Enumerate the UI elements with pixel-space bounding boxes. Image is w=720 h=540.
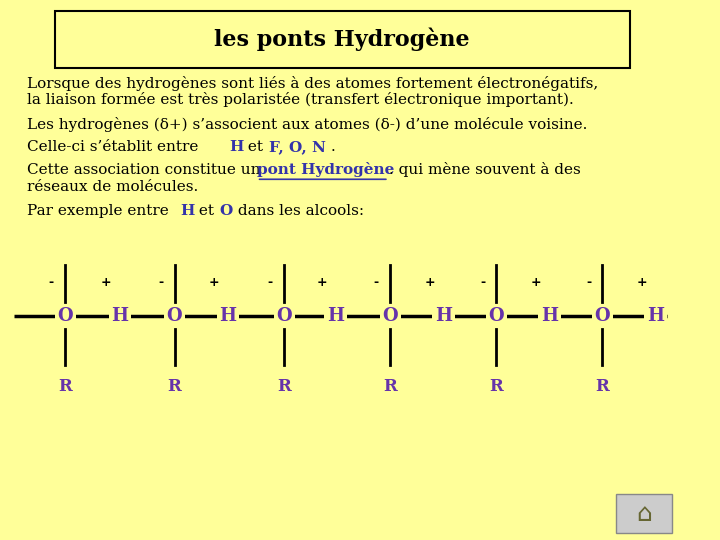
Text: H: H — [220, 307, 236, 325]
Text: H: H — [647, 307, 664, 325]
Text: +: + — [209, 276, 220, 289]
Text: H: H — [181, 204, 195, 218]
Text: R: R — [383, 377, 397, 395]
Text: H: H — [327, 307, 344, 325]
Text: -: - — [586, 276, 591, 289]
Text: la liaison formée est très polaristée (transfert électronique important).: la liaison formée est très polaristée (t… — [27, 92, 574, 107]
Text: O: O — [57, 307, 73, 325]
Text: Celle-ci s’établit entre: Celle-ci s’établit entre — [27, 140, 204, 154]
Text: et: et — [194, 204, 219, 218]
Text: R: R — [58, 377, 72, 395]
Text: F, O, N: F, O, N — [269, 140, 326, 154]
Text: H: H — [229, 140, 243, 154]
Text: Cette association constitue un: Cette association constitue un — [27, 163, 266, 177]
Text: O: O — [276, 307, 292, 325]
Text: H: H — [435, 307, 452, 325]
Text: O: O — [488, 307, 504, 325]
Text: réseaux de molécules.: réseaux de molécules. — [27, 180, 199, 194]
Text: H: H — [541, 307, 558, 325]
Text: . qui mène souvent à des: . qui mène souvent à des — [389, 162, 580, 177]
Text: O: O — [382, 307, 398, 325]
Text: R: R — [595, 377, 609, 395]
Text: +: + — [636, 276, 647, 289]
Text: et: et — [243, 140, 268, 154]
Text: O: O — [595, 307, 610, 325]
Text: -: - — [480, 276, 485, 289]
Text: -: - — [158, 276, 163, 289]
Text: -: - — [268, 276, 273, 289]
Text: .: . — [330, 140, 336, 154]
Text: H: H — [112, 307, 128, 325]
Text: Par exemple entre: Par exemple entre — [27, 204, 174, 218]
Text: -: - — [374, 276, 379, 289]
Text: pont Hydrogène: pont Hydrogène — [256, 162, 394, 177]
Text: les ponts Hydrogène: les ponts Hydrogène — [215, 27, 470, 51]
Text: Lorsque des hydrogènes sont liés à des atomes fortement électronégatifs,: Lorsque des hydrogènes sont liés à des a… — [27, 76, 598, 91]
FancyBboxPatch shape — [55, 11, 630, 68]
Text: Les hydrogènes (δ+) s’associent aux atomes (δ-) d’une molécule voisine.: Les hydrogènes (δ+) s’associent aux atom… — [27, 117, 588, 132]
Text: R: R — [168, 377, 181, 395]
Text: +: + — [101, 276, 112, 289]
Text: ⌂: ⌂ — [636, 502, 652, 525]
FancyBboxPatch shape — [616, 494, 672, 533]
Text: -: - — [49, 276, 54, 289]
Text: +: + — [316, 276, 327, 289]
Text: R: R — [277, 377, 291, 395]
Text: O: O — [167, 307, 182, 325]
Text: +: + — [531, 276, 541, 289]
Text: O: O — [219, 204, 233, 218]
Text: dans les alcools:: dans les alcools: — [233, 204, 364, 218]
Text: +: + — [425, 276, 435, 289]
Text: R: R — [490, 377, 503, 395]
